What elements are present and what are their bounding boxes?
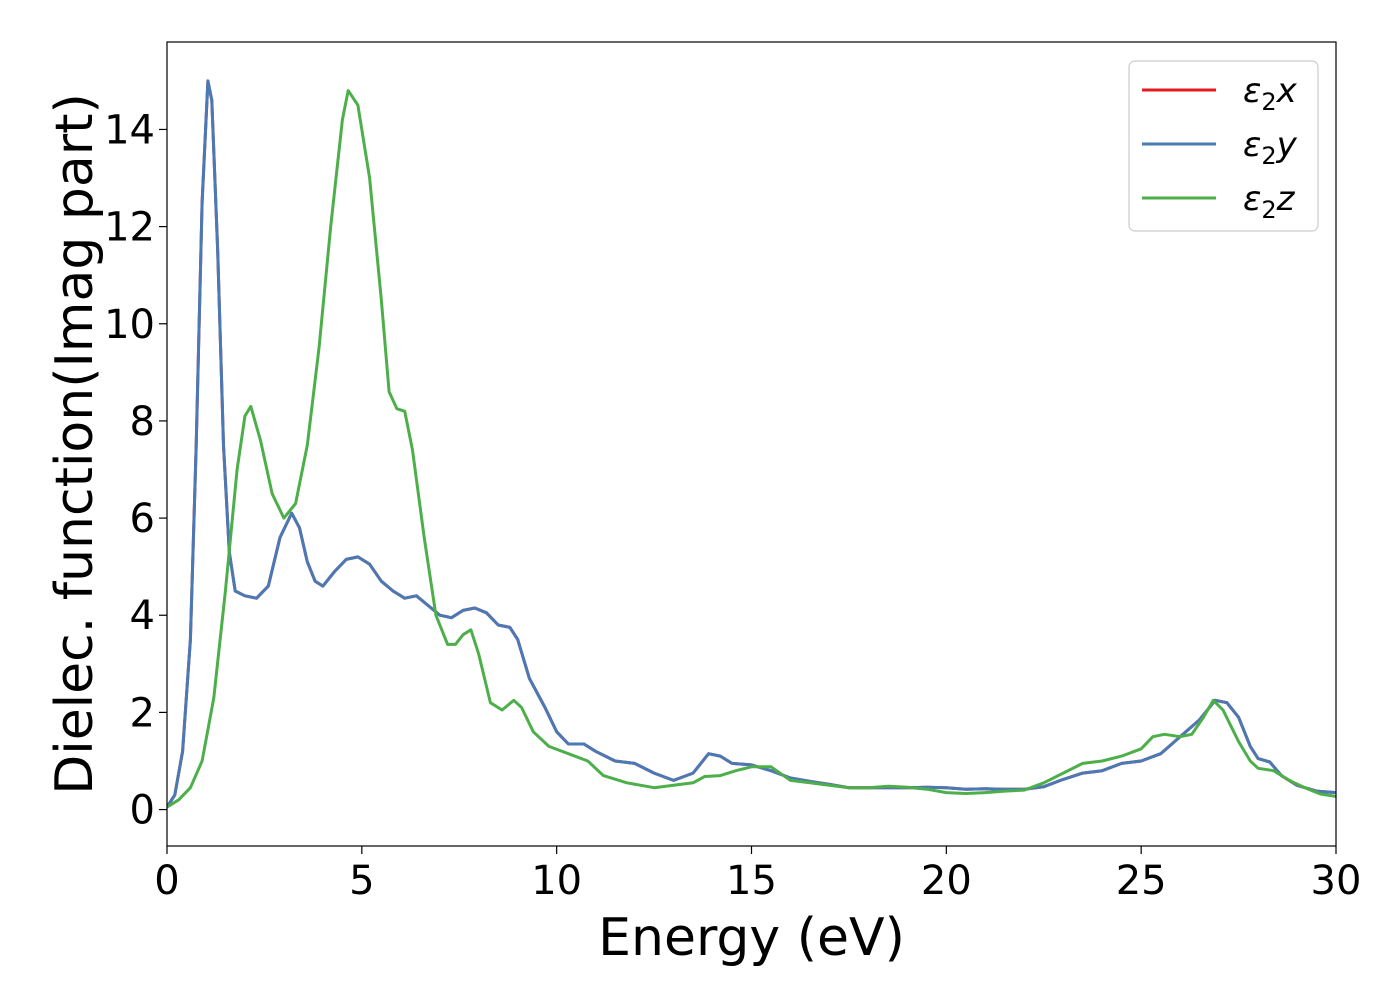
y-tick-label: 2: [130, 690, 155, 736]
series-line-z: [167, 89, 1336, 809]
y-tick-label: 14: [104, 107, 155, 153]
series-line-y: [167, 79, 1336, 808]
y-tick-label: 0: [130, 788, 155, 834]
legend-label-y: ε2y: [1243, 125, 1298, 170]
legend-box: [1128, 60, 1319, 232]
x-axis-label: Energy (eV): [598, 908, 905, 968]
y-tick-label: 12: [104, 205, 155, 251]
y-tick-label: 8: [130, 399, 155, 445]
x-tick-label: 5: [349, 858, 374, 904]
legend-label-x: ε2x: [1243, 71, 1298, 116]
x-tick-label: 10: [531, 858, 582, 904]
x-tick-label: 15: [726, 858, 777, 904]
x-tick-label: 0: [154, 858, 179, 904]
y-tick-label: 10: [104, 302, 155, 348]
x-tick-label: 25: [1116, 858, 1167, 904]
x-tick-label: 20: [921, 858, 972, 904]
y-tick-label: 6: [130, 496, 155, 542]
series-layer: [167, 79, 1336, 809]
legend: ε2x ε2y ε2z: [1128, 60, 1319, 232]
y-axis: 0 2 4 6 8 10 12 14: [104, 107, 167, 834]
y-tick-label: 4: [130, 593, 155, 639]
y-axis-label: Dielec. function(Imag part): [45, 93, 105, 795]
x-tick-label: 30: [1311, 858, 1362, 904]
x-axis: 0 5 10 15 20 25 30: [154, 846, 1361, 904]
legend-label-z: ε2z: [1243, 179, 1296, 224]
